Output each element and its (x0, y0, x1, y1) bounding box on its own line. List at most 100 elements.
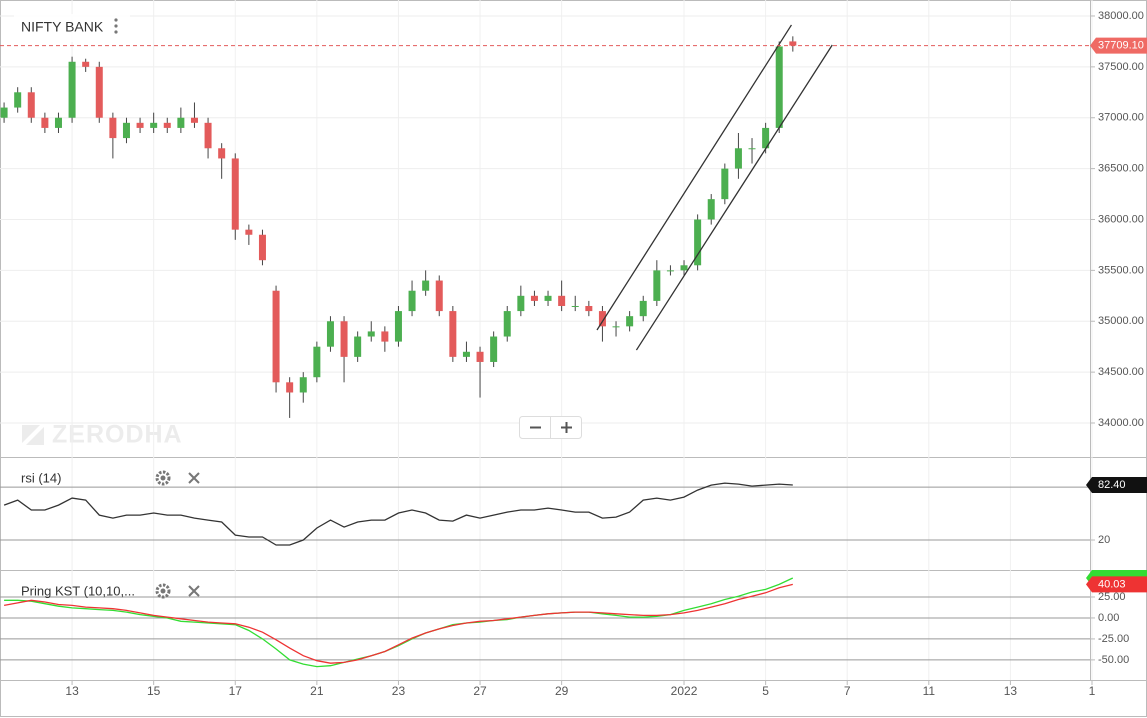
candle-body (517, 295, 525, 312)
candle-body (313, 346, 321, 378)
y-tick-label: 25.00 (1098, 591, 1126, 603)
dot (114, 18, 118, 22)
y-tick-label: -25.00 (1098, 633, 1129, 645)
candle-body (544, 295, 552, 301)
close-icon[interactable] (188, 585, 200, 597)
x-tick-label: 27 (473, 684, 487, 698)
candle-body (408, 290, 416, 312)
x-tick-label: 21 (310, 684, 324, 698)
x-tick-label: 17 (229, 684, 243, 698)
series-line (3, 482, 793, 546)
candle-body (177, 117, 185, 128)
candle-body (530, 295, 538, 301)
candle-body (150, 122, 158, 128)
candle-body (163, 122, 171, 128)
zoom-in[interactable] (561, 422, 572, 433)
candle-body (748, 148, 756, 150)
candle-body (190, 117, 198, 123)
candle-body (598, 311, 606, 327)
candle-body (449, 311, 457, 357)
candle-body (558, 295, 566, 306)
x-tick-label: 15 (147, 684, 161, 698)
dot (114, 30, 118, 34)
plot: 34000.00 34500.00 35000.00 35500.00 36000.00… (0, 0, 1147, 698)
x-tick-label: 11 (923, 684, 936, 698)
candle-body (258, 234, 266, 261)
candle-body (68, 61, 76, 118)
candle-body (612, 326, 620, 328)
candle-body (109, 117, 117, 139)
watermark: ZERODHA (22, 421, 182, 449)
candle-body (218, 148, 226, 159)
settings-icon[interactable] (155, 583, 171, 599)
candle-body (14, 92, 22, 108)
candle-body (136, 122, 144, 128)
y-tick-label: 36500.00 (1098, 163, 1144, 175)
y-tick-label: 20 (1098, 534, 1110, 546)
candle-body (204, 122, 212, 149)
candle-body (54, 117, 62, 128)
candle-body (762, 127, 770, 149)
candle-body (0, 107, 8, 118)
trendline (596, 24, 793, 331)
candle-body (734, 148, 742, 169)
x-tick-label: 23 (392, 684, 406, 698)
candle-body (41, 117, 49, 128)
candle-body (27, 92, 35, 118)
candle-body (626, 316, 634, 327)
y-tick-label: 35000.00 (1098, 315, 1144, 327)
candle-body (245, 229, 253, 235)
candle-body (381, 331, 389, 342)
gear-hub (160, 475, 166, 481)
candle-body (340, 321, 348, 357)
candle-body (367, 331, 375, 337)
candle-body (775, 46, 783, 128)
candle-body (707, 199, 715, 220)
menu-icon[interactable] (114, 18, 118, 34)
candle-body (272, 290, 280, 383)
gear (155, 470, 171, 486)
candle-body (299, 377, 307, 393)
candle-body (490, 336, 498, 362)
x-tick-label: 13 (65, 684, 79, 698)
close-icon[interactable] (188, 472, 200, 484)
last-value-tag (1086, 476, 1147, 493)
last-value-label: 82.40 (1098, 479, 1126, 491)
y-tick-label: 38000.00 (1098, 10, 1144, 22)
y-tick-label: 34000.00 (1098, 417, 1144, 429)
last-value-label: 40.03 (1098, 578, 1126, 590)
x-tick-label: 7 (844, 684, 851, 698)
last-price-tag (1090, 37, 1147, 54)
candle-body (435, 280, 443, 312)
candle-body (503, 311, 511, 337)
x-stroke (188, 585, 200, 597)
x-stroke (188, 472, 200, 484)
chart-title: NIFTY BANK (21, 19, 104, 35)
y-tick-label: 34500.00 (1098, 366, 1144, 378)
candle-body (422, 280, 430, 291)
candle-body (694, 219, 702, 266)
candle-body (680, 265, 688, 271)
x-tick-label: 29 (555, 684, 569, 698)
candle-body (95, 66, 103, 118)
candle-body (231, 158, 239, 230)
watermark-logo (22, 425, 44, 445)
x-tick-label: 2022 (671, 684, 698, 698)
settings-icon[interactable] (155, 470, 171, 486)
candle-body (639, 300, 647, 317)
kst-title: Pring KST (10,10,... (21, 583, 135, 598)
y-tick-label: -50.00 (1098, 654, 1129, 666)
candle-body (476, 351, 484, 362)
candle-body (571, 305, 579, 307)
candle-body (789, 41, 797, 46)
y-tick-label: 37000.00 (1098, 112, 1144, 124)
series-line (3, 583, 793, 664)
candle-body (721, 168, 729, 200)
y-tick-label: 0.00 (1098, 612, 1119, 624)
y-tick-label: 37500.00 (1098, 61, 1144, 73)
zoom-controls (519, 416, 582, 439)
gear-hub (160, 588, 166, 594)
candle-body (122, 122, 130, 139)
